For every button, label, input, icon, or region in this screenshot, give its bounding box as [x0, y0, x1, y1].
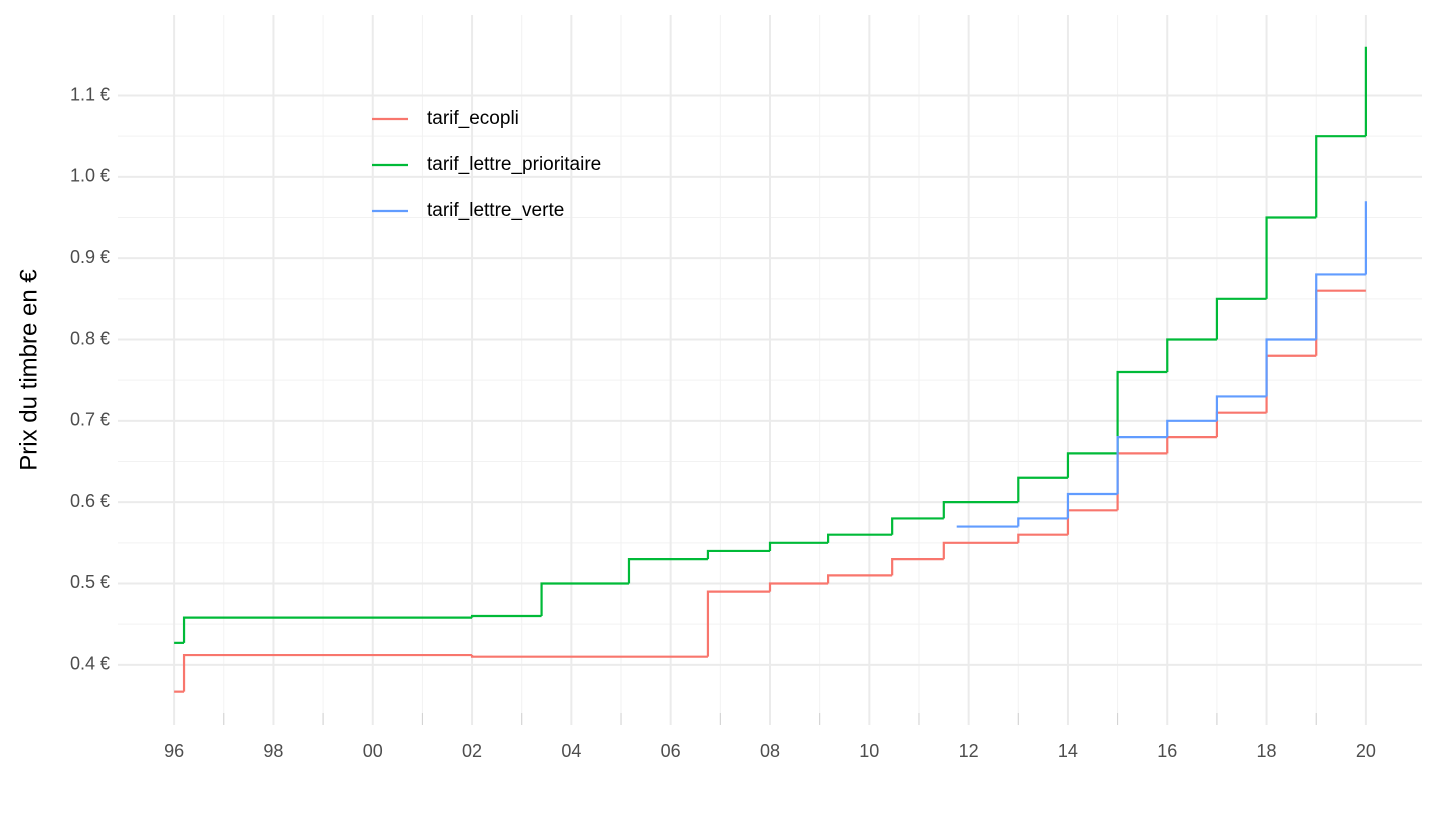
y-tick-label: 0.4 € [70, 654, 110, 674]
y-tick-label: 0.5 € [70, 572, 110, 592]
step-segment [182, 616, 473, 643]
step-segment [470, 655, 708, 658]
step-segment [942, 501, 1019, 519]
step-segment [706, 590, 770, 657]
x-tick-label: 18 [1257, 741, 1277, 761]
x-tick-label: 00 [363, 741, 383, 761]
legend-label: tarif_lettre_prioritaire [427, 154, 601, 175]
step-segment [1315, 289, 1366, 356]
step-segment [891, 557, 944, 576]
x-tick-label: 08 [760, 741, 780, 761]
x-tick-label: 10 [859, 741, 879, 761]
step-segment [1166, 419, 1217, 438]
step-segment [706, 549, 770, 560]
step-segment [1116, 370, 1168, 454]
x-tick-label: 12 [959, 741, 979, 761]
step-segment [768, 541, 829, 551]
step-segment [627, 557, 708, 584]
x-tick-label: 14 [1058, 741, 1078, 761]
step-segment [1066, 509, 1118, 535]
step-segment [1265, 354, 1317, 413]
step-segment [826, 533, 893, 543]
step-segment [891, 517, 944, 535]
step-segment [768, 582, 829, 592]
x-tick-label: 16 [1157, 741, 1177, 761]
step-segment [1265, 216, 1317, 299]
step-segment [1215, 395, 1267, 421]
x-tick-label: 20 [1356, 741, 1376, 761]
legend-label: tarif_ecopli [427, 108, 519, 129]
step-segment [1017, 476, 1068, 503]
y-tick-label: 0.9 € [70, 247, 110, 267]
step-segment [1066, 492, 1118, 519]
step-segment [540, 582, 629, 617]
step-segment [826, 574, 893, 584]
step-segment [470, 614, 542, 618]
step-segment [1265, 338, 1317, 397]
step-segment [1116, 435, 1168, 495]
x-tick-label: 98 [263, 741, 283, 761]
y-tick-label: 0.6 € [70, 491, 110, 511]
step-segment [1166, 435, 1217, 454]
y-tick-label: 0.8 € [70, 328, 110, 348]
step-segment [182, 653, 473, 692]
x-tick-label: 04 [561, 741, 581, 761]
step-segment [1066, 452, 1118, 478]
step-segment [1315, 273, 1366, 340]
step-segment [1215, 297, 1267, 340]
step-segment [1166, 338, 1217, 373]
step-segment [1017, 517, 1068, 527]
step-segment [1315, 135, 1366, 218]
y-tick-label: 1.0 € [70, 166, 110, 186]
x-tick-label: 06 [661, 741, 681, 761]
step-segment [1017, 533, 1068, 543]
y-tick-label: 1.1 € [70, 84, 110, 104]
y-tick-label: 0.7 € [70, 410, 110, 430]
x-tick-label: 96 [164, 741, 184, 761]
step-segment [942, 541, 1019, 560]
step-segment [1215, 411, 1267, 438]
y-axis-title: Prix du timbre en € [15, 269, 42, 471]
x-tick-label: 02 [462, 741, 482, 761]
legend-label: tarif_lettre_verte [427, 200, 564, 221]
